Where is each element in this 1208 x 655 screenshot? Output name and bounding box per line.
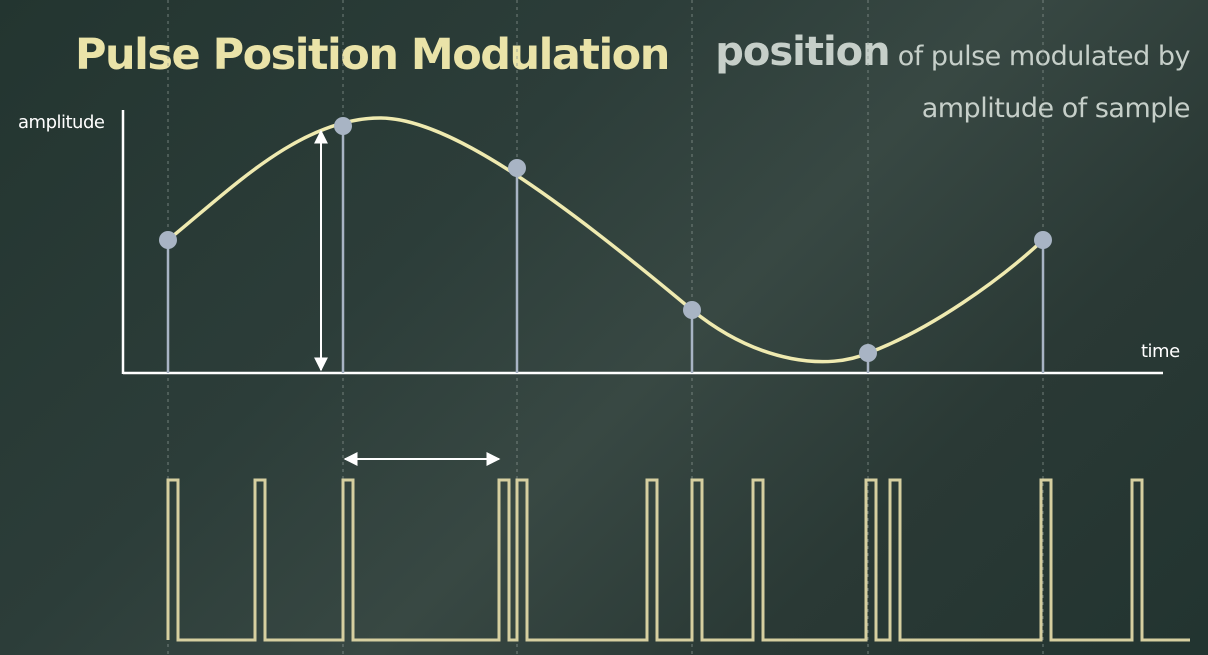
signal-curve — [166, 116, 1045, 364]
axes — [121, 110, 1163, 375]
sample-dot — [1034, 231, 1052, 249]
subtitle-emphasis: position — [715, 29, 890, 75]
y-axis-label: amplitude — [18, 112, 105, 133]
sample-stems — [166, 126, 1045, 373]
x-axis-label: time — [1141, 341, 1180, 362]
sample-dot — [859, 344, 877, 362]
sample-dot — [159, 231, 177, 249]
sample-guides — [167, 0, 1044, 655]
sample-dot — [334, 117, 352, 135]
sample-dots — [159, 117, 1052, 362]
subtitle-line-2: amplitude of sample — [921, 93, 1191, 124]
subtitle-line-1-rest: of pulse modulated by — [889, 41, 1191, 72]
pulse-train — [166, 478, 1190, 642]
page-title: Pulse Position Modulation — [75, 30, 670, 80]
sample-dot — [683, 301, 701, 319]
subtitle: position of pulse modulated by amplitude… — [715, 26, 1190, 135]
subtitle-line-1: position of pulse modulated by — [715, 26, 1190, 83]
sample-dot — [508, 159, 526, 177]
